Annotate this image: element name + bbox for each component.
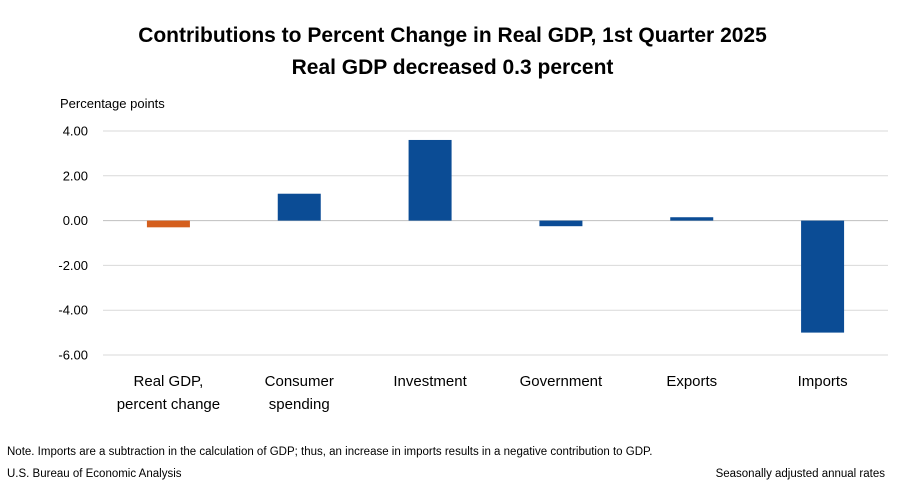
bar — [277, 193, 321, 221]
x-category-label: Imports — [798, 373, 848, 390]
bar — [670, 217, 714, 221]
y-tick-label: 2.00 — [63, 168, 88, 183]
bar — [801, 220, 845, 333]
chart-subtitle: Real GDP decreased 0.3 percent — [291, 56, 614, 79]
x-category-label: spending — [269, 396, 330, 413]
x-category-label: Investment — [393, 373, 467, 390]
x-category-label: Consumer — [265, 373, 334, 390]
footnote: Note. Imports are a subtraction in the c… — [7, 446, 653, 458]
x-category-label: Exports — [666, 373, 717, 390]
y-tick-label: -2.00 — [58, 258, 88, 273]
rates-label: Seasonally adjusted annual rates — [715, 468, 885, 480]
chart-title: Contributions to Percent Change in Real … — [138, 24, 767, 47]
bar — [539, 220, 583, 227]
bar — [408, 139, 452, 221]
y-axis-label: Percentage points — [60, 96, 165, 111]
y-tick-label: -6.00 — [58, 348, 88, 363]
x-category-label: percent change — [117, 396, 220, 413]
y-tick-label: -4.00 — [58, 303, 88, 318]
source-label: U.S. Bureau of Economic Analysis — [7, 468, 182, 480]
y-tick-label: 0.00 — [63, 213, 88, 228]
x-category-label: Real GDP, — [134, 373, 204, 390]
x-category-label: Government — [520, 373, 603, 390]
bar — [146, 220, 190, 228]
y-tick-label: 4.00 — [63, 124, 88, 139]
